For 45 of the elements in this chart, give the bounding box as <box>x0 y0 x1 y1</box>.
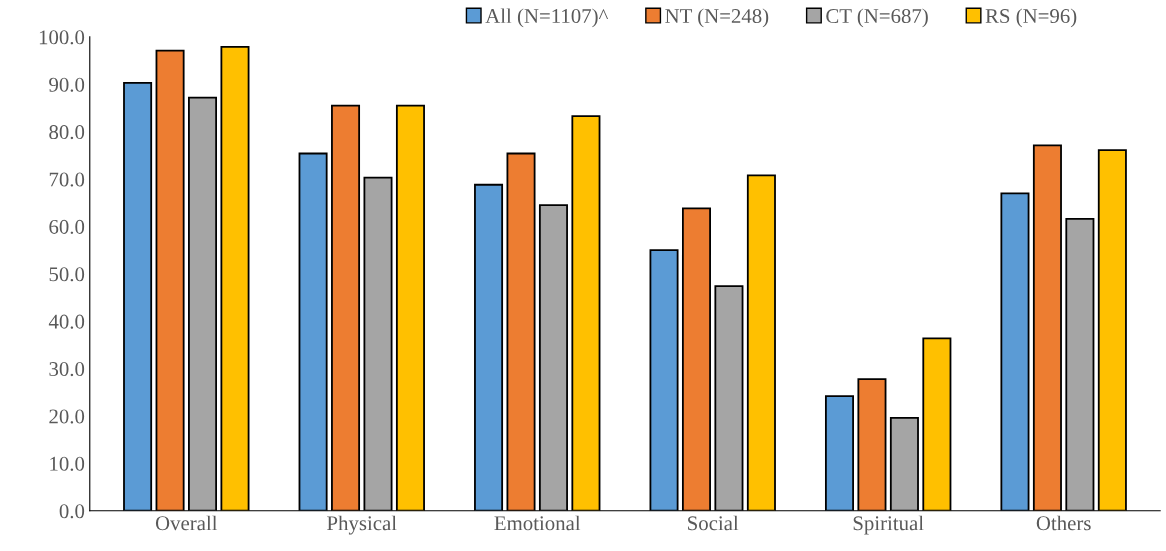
bar <box>363 176 393 511</box>
x-tick-label: Spiritual <box>853 515 924 535</box>
bar <box>746 174 776 511</box>
bar <box>889 416 919 511</box>
bar <box>331 104 361 511</box>
y-tick-label: 40.0 <box>48 314 85 329</box>
x-tick-label: Others <box>1036 515 1091 531</box>
bar <box>922 337 952 511</box>
legend-label: RS (N=96) <box>985 8 1077 28</box>
bar <box>538 204 568 511</box>
y-tick-label: 30.0 <box>49 361 85 377</box>
bar <box>395 104 425 511</box>
bar <box>506 152 536 511</box>
y-tick-label: 10.0 <box>50 456 85 471</box>
bar <box>1065 217 1095 511</box>
bar <box>220 45 250 511</box>
y-tick-label: 50.0 <box>49 267 85 282</box>
bar <box>155 49 185 511</box>
x-tick-label: Social <box>688 515 739 531</box>
bar <box>681 207 711 511</box>
bar <box>857 378 887 511</box>
bar <box>571 115 601 511</box>
legend-label: All (N=1107)^ <box>485 8 609 28</box>
y-tick-label: 60.0 <box>49 219 85 234</box>
legend-label: NT (N=248) <box>665 8 769 28</box>
y-tick-label: 20.0 <box>49 409 85 424</box>
y-tick-label: 90.0 <box>49 77 85 92</box>
bar <box>474 183 504 511</box>
bar <box>649 249 679 511</box>
x-tick-label: Overall <box>155 515 218 531</box>
bar <box>714 285 744 511</box>
y-tick-label: 100.0 <box>39 30 85 45</box>
y-tick-label: 0.0 <box>59 504 85 519</box>
bar <box>188 96 218 511</box>
bar <box>1000 192 1030 511</box>
bar <box>824 395 854 511</box>
bar <box>1032 144 1062 511</box>
bar <box>298 152 328 511</box>
x-tick-label: Physical <box>327 515 397 535</box>
bar <box>123 81 153 511</box>
y-tick-label: 80.0 <box>49 125 85 140</box>
y-tick-label: 70.0 <box>49 172 85 187</box>
bar <box>1097 149 1127 511</box>
legend-label: CT (N=687) <box>826 8 928 28</box>
x-tick-label: Emotional <box>494 515 581 531</box>
